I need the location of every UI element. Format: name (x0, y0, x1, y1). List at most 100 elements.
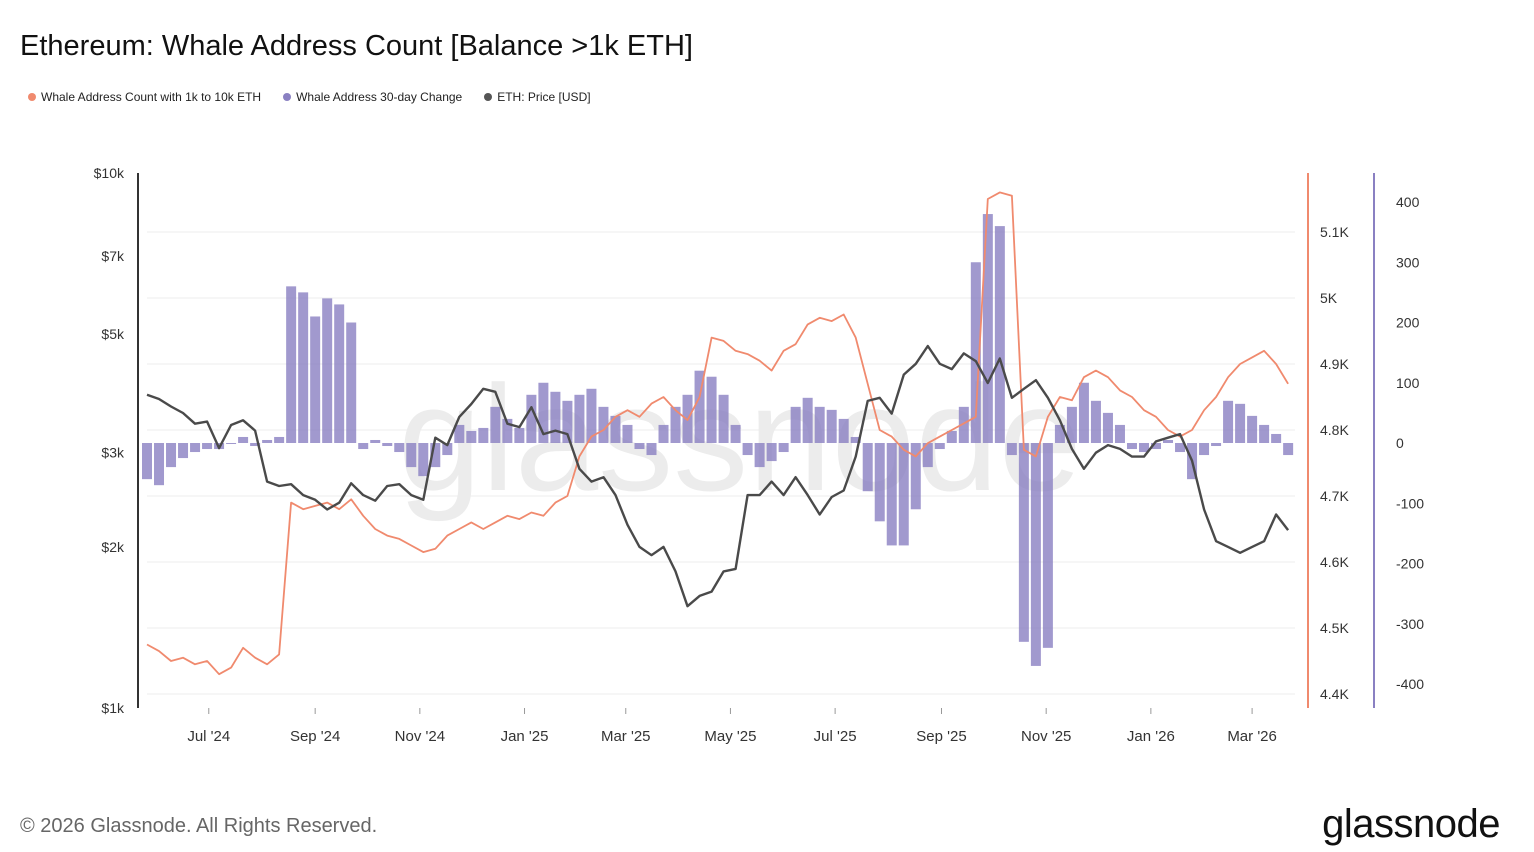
change-bar (898, 443, 909, 546)
legend-item-change[interactable]: Whale Address 30-day Change (283, 90, 462, 104)
change-bar (994, 226, 1005, 443)
x-tick-label: Mar '26 (1227, 728, 1277, 745)
change-bar (1090, 400, 1101, 443)
change-bar (310, 316, 321, 443)
change-bar (526, 394, 537, 443)
x-tick-label: Sep '24 (290, 728, 340, 745)
count-tick-label: 4.4K (1320, 686, 1349, 702)
change-bar (634, 443, 645, 450)
change-bar (622, 424, 633, 443)
legend-label: ETH: Price [USD] (497, 90, 591, 104)
chart-title: Ethereum: Whale Address Count [Balance >… (20, 30, 693, 62)
change-bar (550, 391, 561, 443)
change-bar (154, 443, 165, 486)
change-bar (886, 443, 897, 546)
change-tick-label: 200 (1396, 315, 1420, 331)
count-tick-label: 4.7K (1320, 488, 1349, 504)
count-tick-label: 5.1K (1320, 224, 1349, 240)
change-bar (694, 370, 705, 443)
change-bar (1211, 443, 1222, 447)
change-bar (1283, 443, 1294, 456)
legend-dot-change (283, 93, 292, 101)
change-bar (1271, 433, 1282, 443)
change-bar (910, 443, 921, 510)
change-bar (406, 443, 417, 468)
change-bar (958, 406, 969, 443)
change-bar (178, 443, 189, 459)
change-bar (790, 406, 801, 443)
change-bar (850, 436, 861, 443)
change-bar (1114, 424, 1125, 443)
change-bar (838, 418, 849, 443)
change-bar (1042, 443, 1053, 648)
change-bar (1078, 382, 1089, 443)
change-tick-label: 100 (1396, 375, 1420, 391)
change-bar (562, 400, 573, 443)
change-bar (706, 376, 717, 443)
change-bar (202, 443, 213, 450)
price-tick-label: $2k (101, 539, 125, 555)
change-bar (1235, 403, 1246, 443)
change-bar (394, 443, 405, 453)
change-bar (970, 262, 981, 443)
change-bar (826, 409, 837, 443)
x-tick-label: Sep '25 (916, 728, 966, 745)
count-line (146, 191, 1289, 676)
x-tick-label: Nov '24 (395, 728, 445, 745)
change-bar (274, 436, 285, 443)
change-bar (1030, 443, 1041, 666)
price-tick-label: $10k (94, 165, 125, 181)
price-tick-label: $3k (101, 445, 125, 461)
change-bar (1006, 443, 1017, 456)
change-bar (646, 443, 657, 456)
change-bar (1066, 406, 1077, 443)
count-tick-label: 4.5K (1320, 620, 1349, 636)
change-bar (742, 443, 753, 456)
change-bar (298, 292, 309, 443)
change-bar (934, 443, 945, 450)
change-bar (1126, 443, 1137, 450)
price-tick-label: $1k (101, 700, 125, 716)
legend-label: Whale Address Count with 1k to 10k ETH (41, 90, 262, 104)
change-bar (982, 214, 993, 443)
change-bar (238, 436, 249, 443)
change-tick-label: -400 (1396, 676, 1424, 692)
change-bar (454, 424, 465, 443)
change-tick-label: -100 (1396, 495, 1424, 511)
change-bar (814, 406, 825, 443)
count-tick-label: 4.9K (1320, 356, 1349, 372)
count-tick-label: 4.6K (1320, 554, 1349, 570)
x-tick-label: Mar '25 (601, 728, 651, 745)
change-bar (862, 443, 873, 492)
change-bar (1223, 400, 1234, 443)
change-bar (778, 443, 789, 453)
change-bar (946, 430, 957, 443)
change-bar (430, 443, 441, 468)
change-bar (382, 443, 393, 447)
legend-item-price[interactable]: ETH: Price [USD] (484, 90, 591, 104)
x-tick-label: Nov '25 (1021, 728, 1071, 745)
change-tick-label: 0 (1396, 435, 1404, 451)
change-bar (262, 439, 273, 443)
x-tick-label: Jul '24 (187, 728, 230, 745)
change-bar (658, 424, 669, 443)
change-bar (514, 427, 525, 443)
change-bar (586, 388, 597, 443)
change-bar (418, 443, 429, 477)
legend-item-count[interactable]: Whale Address Count with 1k to 10k ETH (28, 90, 261, 104)
change-bar (166, 443, 177, 468)
change-bar (190, 443, 201, 453)
change-bar (1175, 443, 1186, 453)
change-bar (142, 443, 152, 480)
change-bar (922, 443, 933, 468)
change-bar (670, 406, 681, 443)
change-bar (574, 394, 585, 443)
change-bar (766, 443, 777, 462)
change-tick-label: 400 (1396, 194, 1420, 210)
change-bar (286, 286, 297, 443)
price-tick-label: $7k (101, 248, 125, 264)
change-bar (502, 418, 513, 443)
x-tick-label: Jan '26 (1127, 728, 1175, 745)
change-bar (358, 443, 369, 450)
